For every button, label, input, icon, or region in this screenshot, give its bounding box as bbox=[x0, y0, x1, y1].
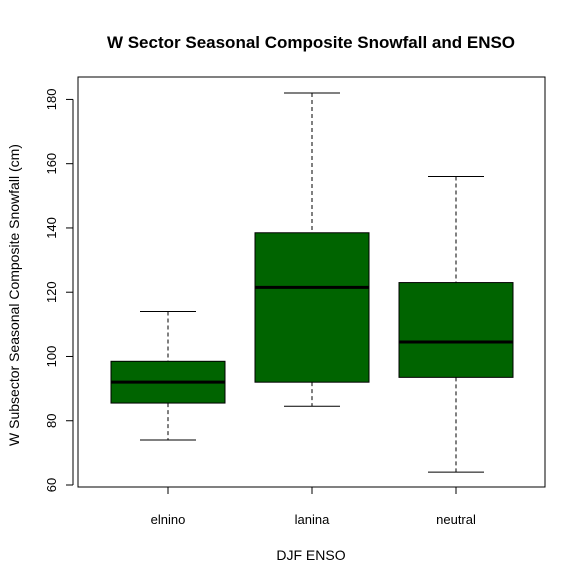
iqr-box bbox=[398, 282, 514, 378]
x-tick-label-lanina: lanina bbox=[295, 512, 330, 527]
boxes-group bbox=[110, 92, 514, 473]
box-neutral bbox=[398, 176, 514, 473]
y-tick-label: 180 bbox=[44, 89, 59, 111]
box-elnino bbox=[110, 310, 226, 441]
x-axis: elnino lanina neutral bbox=[151, 487, 476, 527]
y-tick-label: 60 bbox=[44, 478, 59, 492]
y-tick-label: 140 bbox=[44, 217, 59, 239]
y-tick-label: 160 bbox=[44, 153, 59, 175]
box-lanina bbox=[254, 92, 370, 407]
y-axis: 60 80 100 120 140 160 180 bbox=[44, 89, 74, 492]
chart-title: W Sector Seasonal Composite Snowfall and… bbox=[107, 33, 515, 52]
y-tick-label: 120 bbox=[44, 281, 59, 303]
x-tick-label-elnino: elnino bbox=[151, 512, 186, 527]
x-axis-label: DJF ENSO bbox=[276, 547, 345, 563]
iqr-box bbox=[254, 232, 370, 383]
y-axis-label: W Subsector Seasonal Composite Snowfall … bbox=[6, 144, 22, 446]
y-tick-label: 100 bbox=[44, 346, 59, 368]
y-tick-label: 80 bbox=[44, 414, 59, 428]
x-tick-label-neutral: neutral bbox=[436, 512, 476, 527]
